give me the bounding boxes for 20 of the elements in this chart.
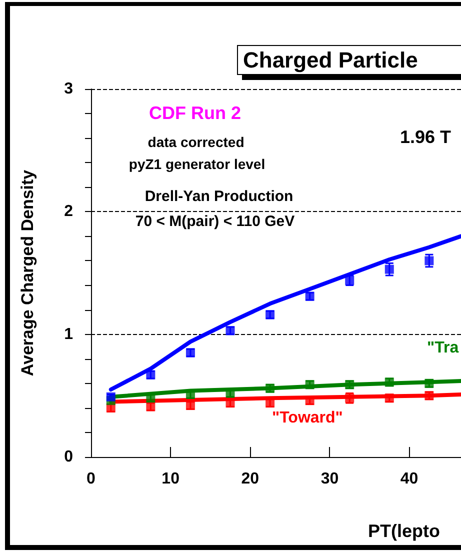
x-tick-label: 10 (162, 470, 180, 488)
x-tick-label: 0 (86, 470, 96, 488)
y-tick-label: 3 (64, 80, 74, 98)
x-axis-title: PT(lepto (368, 521, 440, 541)
annotation: pyZ1 generator level (128, 156, 266, 172)
y-tick-label: 2 (64, 203, 74, 220)
x-tick-label: 40 (400, 470, 418, 488)
x-tick-label: 20 (241, 470, 260, 488)
annotation: CDF Run 2 (149, 103, 241, 123)
series-label: "Toward" (272, 410, 343, 426)
y-tick-label: 1 (64, 326, 74, 343)
annotation: 1.96 T (400, 127, 452, 147)
y-tick-label: 0 (64, 448, 74, 466)
series-label: "Tra (427, 340, 459, 356)
annotation: 70 < M(pair) < 110 GeV (135, 213, 295, 230)
x-tick-label: 30 (320, 470, 339, 488)
y-axis-title: Average Charged Density (18, 169, 37, 376)
annotation: data corrected (148, 134, 244, 150)
annotation: Drell-Yan Production (144, 188, 294, 205)
chart-title: Charged Particle (243, 48, 418, 72)
